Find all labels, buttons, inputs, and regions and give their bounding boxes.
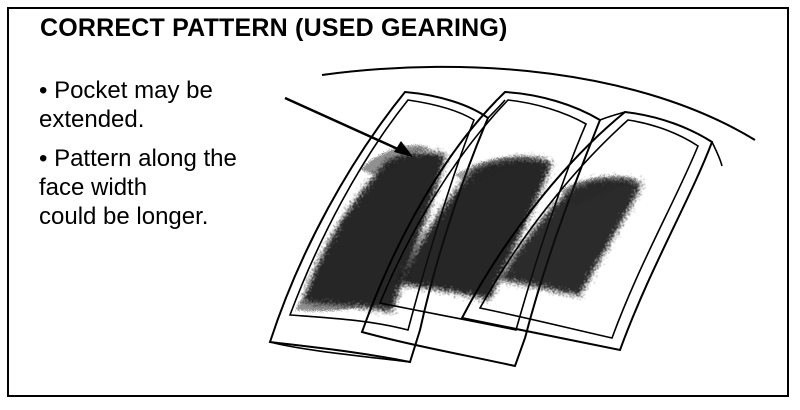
- note-pocket: • Pocket may be extended.: [39, 76, 213, 134]
- gear-tooth-3: [460, 110, 723, 352]
- note-pocket-line-2: extended.: [39, 106, 145, 133]
- gear-tooth-2: [360, 90, 602, 368]
- contact-pattern-3: [500, 178, 642, 296]
- contact-pattern-2: [398, 158, 552, 300]
- note-pocket-line-1: • Pocket may be: [39, 77, 213, 104]
- leader-arrow: [284, 96, 401, 152]
- note-pattern: • Pattern along the face width could be …: [39, 144, 237, 231]
- note-pattern-line-1: • Pattern along the: [39, 145, 237, 172]
- note-pattern-line-3: could be longer.: [39, 203, 209, 230]
- note-pattern-line-2: face width: [39, 174, 148, 201]
- diagram-title: CORRECT PATTERN (USED GEARING): [40, 14, 508, 42]
- contact-pattern-1: [302, 151, 446, 312]
- gear-tooth-1: [268, 90, 490, 364]
- gear-rim-arc: [321, 65, 756, 141]
